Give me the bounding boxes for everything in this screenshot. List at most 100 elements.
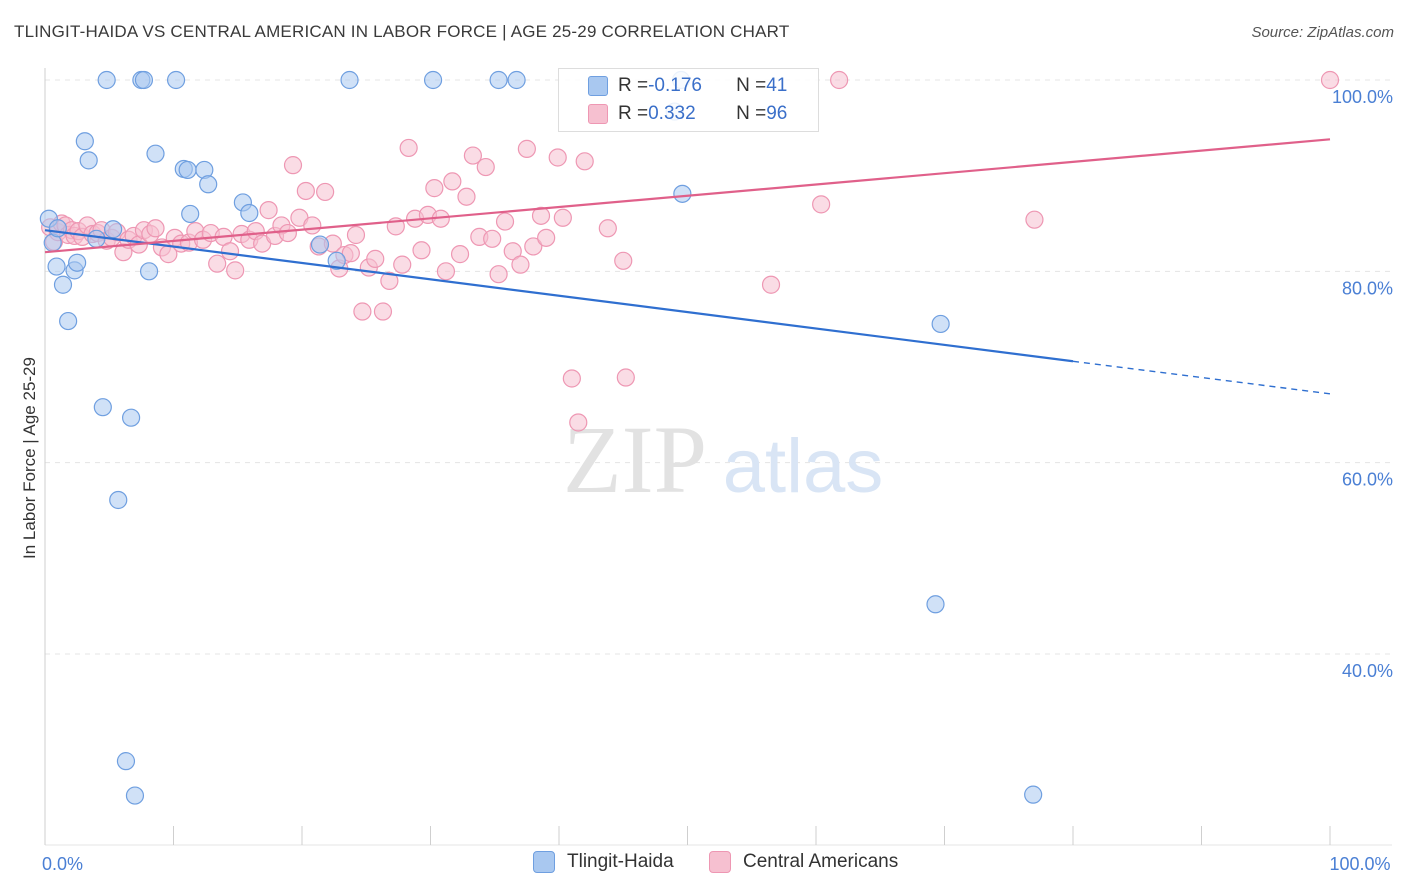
pink-swatch bbox=[709, 851, 731, 873]
point-central-americans bbox=[259, 201, 278, 220]
tick-labels: 100.0% 80.0% 60.0% 40.0% 0.0% 100.0% bbox=[42, 87, 1393, 874]
axes bbox=[44, 68, 1331, 845]
legend-item-tlingit-haida: Tlingit-Haida bbox=[533, 851, 674, 873]
point-central-americans bbox=[562, 369, 581, 388]
point-central-americans bbox=[569, 413, 588, 432]
point-tlingit-haida bbox=[47, 257, 66, 276]
point-tlingit-haida bbox=[178, 160, 197, 180]
stats-legend: R = -0.176 N = 41 R = 0.332 N = 96 bbox=[558, 68, 819, 132]
point-central-americans bbox=[616, 368, 635, 387]
legend-r-label: R = bbox=[618, 103, 649, 124]
point-central-americans bbox=[366, 249, 385, 268]
legend-n-label: N = bbox=[736, 103, 767, 124]
point-tlingit-haida bbox=[507, 70, 526, 90]
legend-r-value: -0.176 bbox=[648, 75, 702, 96]
point-central-americans bbox=[489, 265, 508, 284]
point-central-americans bbox=[614, 251, 633, 270]
point-tlingit-haida bbox=[87, 229, 106, 248]
point-tlingit-haida bbox=[116, 752, 136, 771]
point-tlingit-haida bbox=[146, 144, 165, 163]
y-tick-label: 60.0% bbox=[1342, 470, 1393, 490]
point-tlingit-haida bbox=[75, 132, 94, 151]
point-central-americans bbox=[373, 302, 393, 321]
point-central-americans bbox=[524, 237, 543, 256]
blue-swatch bbox=[533, 851, 555, 873]
legend-label: Tlingit-Haida bbox=[567, 851, 674, 872]
point-central-americans bbox=[476, 157, 495, 177]
point-central-americans bbox=[341, 244, 360, 263]
source-credit: Source: ZipAtlas.com bbox=[1251, 24, 1394, 41]
legend-r-value: 0.332 bbox=[648, 103, 696, 124]
point-tlingit-haida bbox=[109, 490, 128, 510]
point-central-americans bbox=[548, 148, 567, 167]
point-central-americans bbox=[761, 275, 781, 294]
point-tlingit-haida bbox=[134, 70, 154, 90]
point-tlingit-haida bbox=[125, 786, 145, 805]
point-central-americans bbox=[812, 195, 831, 214]
point-central-americans bbox=[393, 255, 412, 274]
point-tlingit-haida bbox=[93, 398, 112, 417]
point-central-americans bbox=[226, 261, 245, 280]
point-tlingit-haida bbox=[97, 70, 116, 90]
chart-title: TLINGIT-HAIDA VS CENTRAL AMERICAN IN LAB… bbox=[14, 22, 790, 41]
point-tlingit-haida bbox=[181, 204, 200, 224]
point-central-americans bbox=[443, 172, 462, 191]
legend-n-value: 96 bbox=[766, 103, 788, 124]
point-tlingit-haida bbox=[340, 70, 359, 90]
trend-line-tlingit-haida bbox=[44, 229, 1074, 363]
point-tlingit-haida bbox=[310, 235, 330, 254]
point-tlingit-haida bbox=[931, 314, 950, 334]
point-tlingit-haida bbox=[926, 595, 945, 614]
point-tlingit-haida bbox=[53, 275, 73, 294]
pink-swatch bbox=[588, 104, 608, 124]
legend-item-central-americans: Central Americans bbox=[709, 851, 898, 873]
point-tlingit-haida bbox=[166, 70, 186, 90]
point-tlingit-haida bbox=[79, 151, 98, 170]
point-central-americans bbox=[1025, 210, 1044, 229]
point-tlingit-haida bbox=[673, 184, 692, 203]
legend-r-label: R = bbox=[618, 75, 649, 96]
point-central-americans bbox=[346, 225, 366, 245]
point-central-americans bbox=[316, 182, 335, 202]
y-tick-label: 100.0% bbox=[1332, 87, 1393, 107]
point-tlingit-haida bbox=[199, 175, 218, 194]
point-central-americans bbox=[208, 254, 227, 273]
point-central-americans bbox=[296, 181, 315, 201]
point-central-americans bbox=[146, 219, 165, 238]
point-central-americans bbox=[598, 219, 617, 238]
point-central-americans bbox=[283, 156, 303, 175]
point-central-americans bbox=[380, 271, 399, 290]
point-central-americans bbox=[220, 242, 240, 261]
point-central-americans bbox=[463, 146, 483, 165]
legend-n-value: 41 bbox=[766, 75, 788, 96]
point-central-americans bbox=[303, 216, 322, 235]
y-tick-label: 40.0% bbox=[1342, 661, 1393, 681]
point-tlingit-haida bbox=[68, 253, 87, 272]
point-central-americans bbox=[537, 228, 556, 247]
point-central-americans bbox=[575, 152, 594, 171]
trend-line-tlingit-haida-extension bbox=[1072, 360, 1331, 395]
series-tlingit-haida bbox=[39, 70, 1043, 805]
point-tlingit-haida bbox=[104, 220, 123, 239]
legend-label: Central Americans bbox=[743, 851, 899, 872]
legend-row-central-americans: R = 0.332 N = 96 bbox=[559, 100, 787, 128]
series-central-americans bbox=[41, 70, 1340, 432]
point-tlingit-haida bbox=[59, 311, 78, 331]
point-central-americans bbox=[531, 206, 551, 225]
point-tlingit-haida bbox=[121, 408, 141, 427]
point-central-americans bbox=[830, 70, 849, 90]
point-central-americans bbox=[553, 208, 572, 227]
point-central-americans bbox=[495, 212, 515, 231]
point-central-americans bbox=[511, 255, 530, 274]
point-tlingit-haida bbox=[1024, 785, 1043, 804]
point-tlingit-haida bbox=[327, 251, 346, 270]
point-central-americans bbox=[412, 241, 431, 260]
point-central-americans bbox=[517, 139, 536, 158]
blue-swatch bbox=[588, 76, 608, 96]
x-tick-label: 0.0% bbox=[42, 854, 83, 874]
trend-lines bbox=[44, 138, 1331, 395]
trend-line-central-americans bbox=[44, 138, 1331, 254]
point-tlingit-haida bbox=[489, 70, 508, 90]
point-central-americans bbox=[399, 138, 418, 158]
